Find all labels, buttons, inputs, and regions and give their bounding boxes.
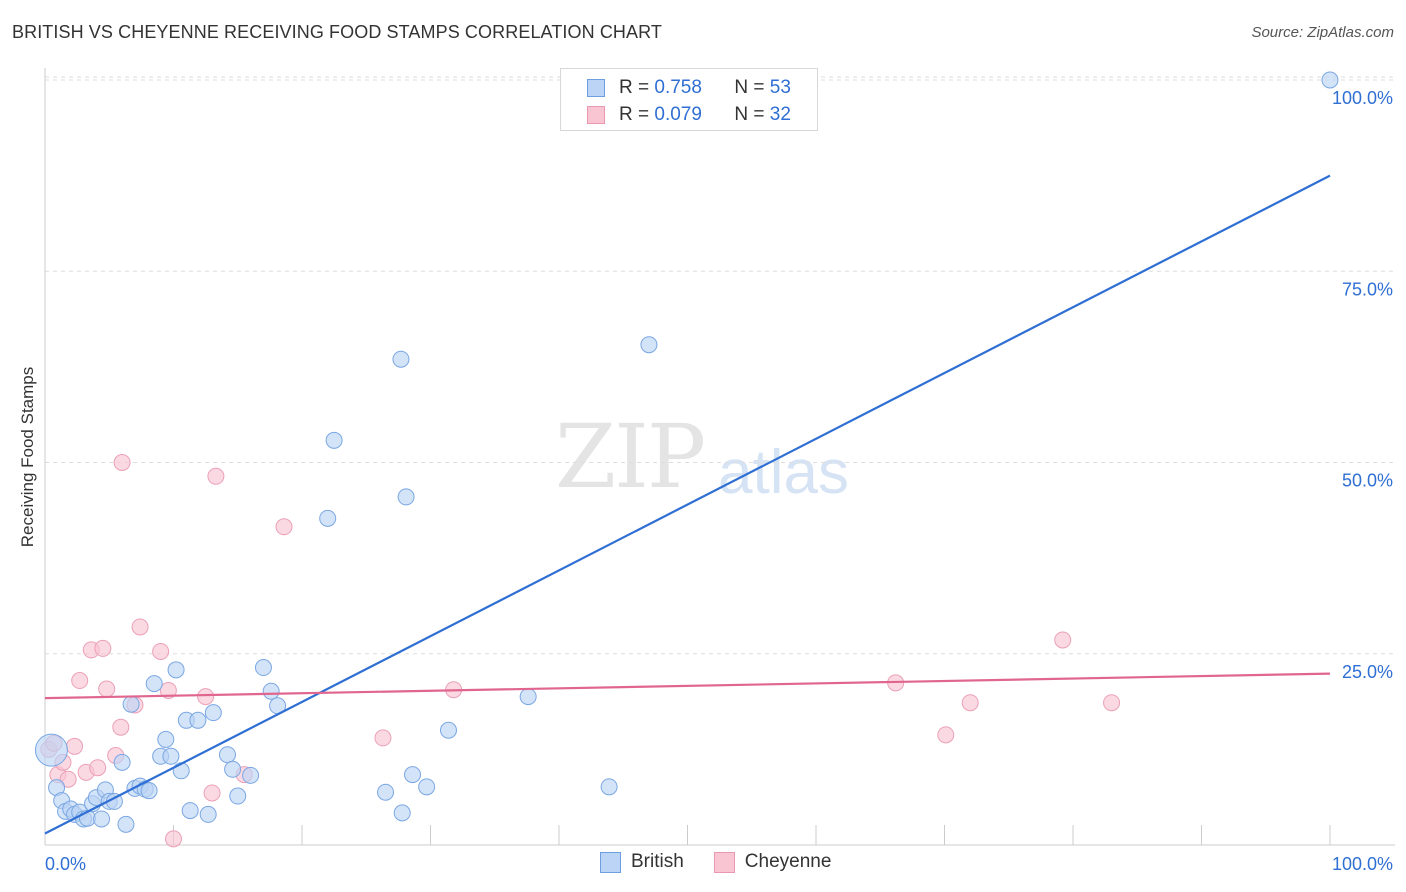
chart-title: BRITISH VS CHEYENNE RECEIVING FOOD STAMP… [12, 22, 662, 42]
cheyenne-swatch [587, 106, 605, 124]
british-point [418, 778, 436, 796]
n-label: N = [734, 77, 765, 98]
cheyenne-point [1054, 631, 1072, 649]
legend-item-cheyenne[interactable]: Cheyenne [713, 851, 832, 873]
grid-lines [45, 76, 1395, 655]
cheyenne-point [66, 737, 84, 755]
cheyenne-point [1103, 694, 1121, 712]
british-point [172, 762, 190, 780]
watermark-atlas: atlas [718, 438, 849, 507]
trendlines [44, 174, 1331, 835]
legend-item-british[interactable]: British [600, 851, 684, 873]
r-label: R = [619, 104, 650, 125]
cheyenne-point [131, 618, 149, 636]
british-point [254, 659, 272, 677]
british-point [325, 431, 343, 449]
british-point [229, 787, 247, 805]
y-tick-label: 25.0% [1342, 662, 1393, 682]
tick-labels: 25.0% 50.0% 75.0% 100.0% 0.0% 100.0% [45, 88, 1393, 874]
source-label: Source: ZipAtlas.com [1251, 24, 1394, 41]
british-trendline [44, 174, 1331, 835]
british-point [397, 488, 415, 506]
british-points [34, 71, 1339, 833]
british-point [218, 746, 236, 764]
cheyenne-point [59, 770, 77, 788]
british-point [117, 815, 135, 833]
cheyenne-points [40, 454, 1121, 848]
british-point [157, 730, 175, 748]
british-point [377, 783, 395, 801]
british-point [224, 760, 242, 778]
y-tick-label: 50.0% [1342, 471, 1393, 491]
british-point [162, 747, 180, 765]
british-point [93, 810, 111, 828]
cheyenne-point [197, 688, 215, 706]
british-point [262, 682, 280, 700]
british-point [113, 753, 131, 771]
british-point [404, 766, 422, 784]
british-point [140, 782, 158, 800]
correlation-legend: R = 0.758 N = 53 R = 0.079 N = 32 [560, 68, 818, 131]
x-tick-label: 100.0% [1332, 854, 1393, 874]
legend-label-cheyenne: Cheyenne [744, 851, 832, 872]
cheyenne-point [937, 726, 955, 744]
cheyenne-point [961, 694, 979, 712]
british-point [204, 704, 222, 722]
cheyenne-point [71, 672, 89, 690]
n-value: 32 [769, 104, 791, 125]
r-value: 0.758 [654, 77, 702, 98]
british-swatch [587, 79, 605, 97]
british-point [519, 688, 537, 706]
cheyenne-point [113, 454, 131, 471]
cheyenne-point [94, 639, 112, 657]
british-point [199, 805, 217, 823]
axes [44, 68, 1395, 846]
british-point [393, 804, 411, 822]
cheyenne-point [89, 759, 107, 777]
n-value: 53 [769, 77, 791, 98]
y-tick-label: 75.0% [1342, 279, 1393, 299]
british-point [640, 336, 658, 354]
series-legend: British Cheyenne [600, 851, 861, 873]
n-label: N = [734, 104, 765, 125]
x-tick-label: 0.0% [45, 854, 86, 874]
cheyenne-point [207, 467, 225, 485]
cheyenne-point [275, 518, 293, 536]
cheyenne-swatch [713, 851, 735, 873]
british-point [189, 711, 207, 729]
legend-row-british: R = 0.758 N = 53 [587, 77, 791, 99]
cheyenne-point [165, 830, 182, 848]
cheyenne-point [152, 642, 170, 660]
british-point [439, 721, 457, 739]
british-point [319, 509, 337, 527]
british-point [600, 778, 618, 796]
british-point [122, 695, 140, 713]
y-tick-label: 100.0% [1332, 88, 1393, 108]
cheyenne-point [203, 784, 221, 802]
r-label: R = [619, 77, 650, 98]
british-swatch [600, 851, 621, 873]
legend-label-british: British [631, 851, 684, 872]
cheyenne-point [374, 729, 392, 747]
cheyenne-point [159, 681, 177, 699]
legend-row-cheyenne: R = 0.079 N = 32 [587, 104, 791, 126]
cheyenne-point [98, 680, 116, 698]
r-value: 0.079 [654, 104, 702, 125]
cheyenne-point [112, 718, 130, 736]
british-point [242, 766, 260, 784]
watermark-zip: ZIP [555, 405, 706, 508]
cheyenne-trendline [44, 672, 1331, 700]
british-point [1321, 71, 1339, 89]
british-point [167, 661, 185, 679]
british-point [181, 802, 199, 820]
british-point [145, 675, 163, 693]
british-point [34, 733, 68, 767]
british-point [392, 350, 410, 368]
